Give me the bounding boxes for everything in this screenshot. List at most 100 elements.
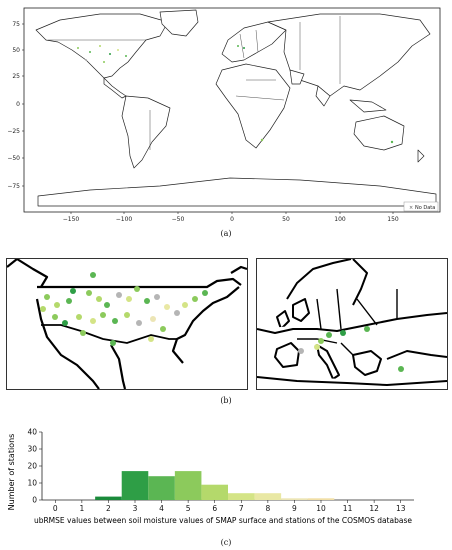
station-dot — [116, 292, 122, 298]
y-tick-label: 0 — [16, 101, 20, 108]
station-dot — [125, 55, 127, 57]
station-dot — [54, 302, 60, 308]
station-dot — [136, 320, 142, 326]
histogram-bar — [201, 484, 228, 500]
x-tick-label: −150 — [63, 216, 80, 223]
station-dot — [148, 336, 154, 342]
station-dot — [90, 272, 96, 278]
caption-b: (b) — [220, 396, 232, 405]
station-dot — [103, 61, 105, 63]
station-dot — [144, 298, 150, 304]
x-tick-label: 13 — [396, 504, 406, 513]
station-dot — [76, 314, 82, 320]
x-axis: −150 −100 −50 0 50 100 150 — [63, 212, 399, 223]
histogram-bar — [174, 471, 202, 500]
y-tick-label: 0 — [32, 496, 37, 505]
station-dot — [182, 302, 188, 308]
y-axis-label: Number of stations — [7, 434, 16, 511]
x-tick-label: 11 — [343, 504, 353, 513]
x-tick-label: 0 — [53, 504, 58, 513]
na-zoom-map — [6, 257, 248, 390]
station-dot — [70, 288, 76, 294]
x-tick-label: 1 — [79, 504, 84, 513]
x-tick-label: −100 — [116, 216, 133, 223]
station-dot — [260, 138, 264, 142]
station-dot — [80, 330, 86, 336]
europe-zoom-map — [256, 258, 448, 390]
x-tick-label: 7 — [239, 504, 244, 513]
histogram-bar — [254, 493, 282, 500]
station-dot — [390, 140, 394, 144]
station-dot — [100, 312, 106, 318]
histogram-bar — [307, 498, 335, 500]
y-tick-label: 30 — [27, 445, 37, 454]
x-tick-label: −50 — [172, 216, 185, 223]
station-dot — [298, 348, 304, 354]
station-dot — [202, 290, 208, 296]
panel-a: 75 50 25 0 −25 −50 −75 −150 −100 −50 0 5… — [0, 0, 452, 240]
station-dot — [40, 306, 46, 312]
histogram-bar — [95, 496, 122, 500]
y-tick-label: −25 — [7, 128, 20, 135]
station-dot — [89, 51, 91, 53]
station-dot — [154, 294, 160, 300]
x-tick-label: 2 — [106, 504, 111, 513]
x-tick-label: 3 — [133, 504, 138, 513]
panel-c: 0 10 20 30 40 0 1 2 3 4 5 6 7 8 9 10 11 12 13 Number of st… — [0, 420, 452, 550]
station-dot — [164, 304, 170, 310]
station-dot — [66, 298, 72, 304]
station-dot — [124, 312, 130, 318]
station-dot — [340, 330, 346, 336]
x-tick-label: 0 — [230, 216, 234, 223]
legend: × No Data — [403, 201, 439, 212]
station-dot — [52, 314, 58, 320]
x-tick-label: 8 — [265, 504, 270, 513]
x-tick-label: 4 — [159, 504, 164, 513]
station-dot — [243, 47, 245, 49]
x-tick-label: 5 — [186, 504, 191, 513]
station-dot — [85, 59, 87, 61]
y-tick-label: 10 — [27, 479, 37, 488]
histogram-bar — [121, 471, 149, 500]
station-dot — [62, 320, 68, 326]
station-dot — [314, 344, 320, 350]
y-tick-label: 40 — [27, 428, 37, 437]
station-dot — [99, 45, 101, 47]
world-map: 75 50 25 0 −25 −50 −75 −150 −100 −50 0 5… — [7, 7, 441, 223]
station-dot — [104, 302, 110, 308]
x-tick-label: 9 — [292, 504, 297, 513]
x-axis-label: ubRMSE values between soil moisture valu… — [34, 516, 412, 525]
y-tick-label: 50 — [12, 47, 20, 54]
caption-c: (c) — [220, 538, 232, 547]
station-dot — [150, 316, 156, 322]
x-tick-label: 6 — [212, 504, 217, 513]
station-dot — [112, 318, 118, 324]
station-dot — [110, 340, 116, 346]
station-dot — [86, 290, 92, 296]
station-dot — [192, 296, 198, 302]
station-dot — [96, 296, 102, 302]
histogram-bar — [281, 498, 308, 500]
station-markers — [77, 45, 394, 144]
x-tick-label: 12 — [369, 504, 379, 513]
station-dot — [237, 45, 239, 47]
y-axis: 75 50 25 0 −25 −50 −75 — [7, 21, 24, 190]
station-dot — [318, 338, 324, 344]
station-dot — [126, 296, 132, 302]
continent-outlines — [35, 9, 437, 207]
legend-marker: × — [409, 205, 413, 211]
y-tick-label: 20 — [27, 462, 37, 471]
y-tick-label: −75 — [7, 183, 20, 190]
na-station-markers — [40, 272, 208, 346]
station-dot — [44, 294, 50, 300]
station-dot — [160, 326, 166, 332]
country-borders — [48, 16, 341, 150]
station-dot — [90, 318, 96, 324]
na-map-svg — [6, 257, 248, 390]
legend-label: No Data — [415, 205, 435, 211]
y-tick-label: 25 — [12, 73, 20, 80]
station-dot — [77, 47, 79, 49]
x-tick-label: 150 — [387, 216, 399, 223]
y-tick-label: 75 — [12, 21, 20, 28]
